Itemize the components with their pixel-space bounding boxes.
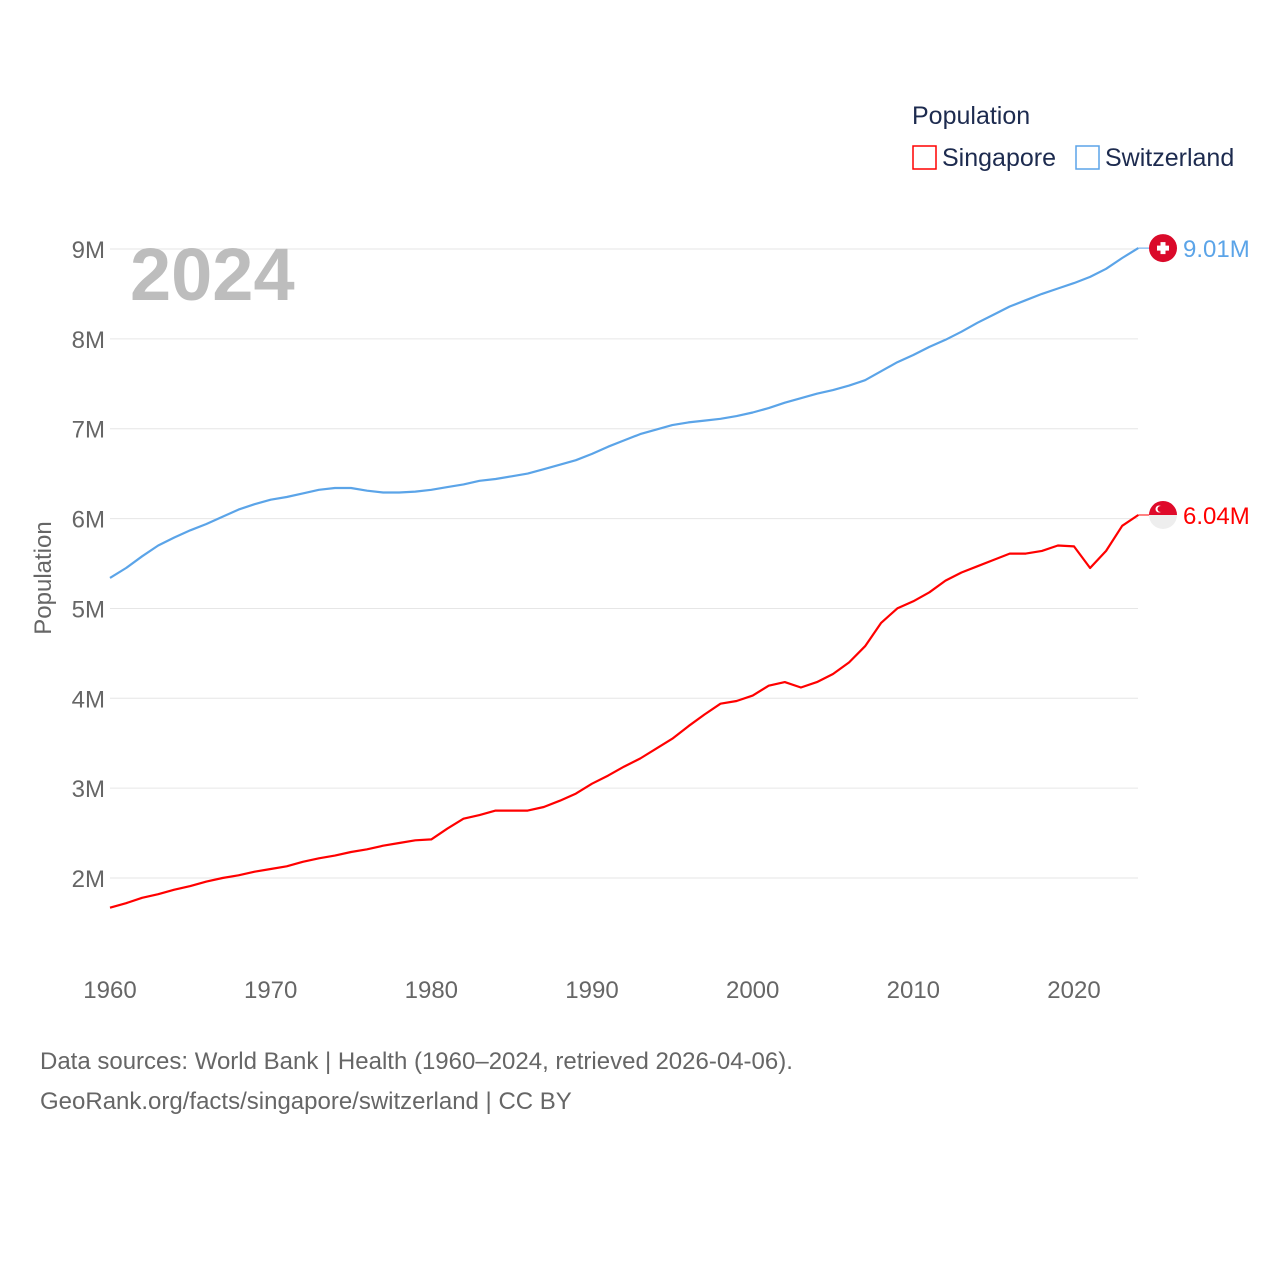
flag-cross-v [1160, 242, 1166, 255]
legend-label-switzerland: Switzerland [1105, 144, 1234, 172]
y-tick-label: 2M [72, 866, 105, 893]
line-switzerland [109, 247, 1139, 579]
x-tick-label: 1970 [244, 977, 297, 1004]
legend-title: Population [912, 102, 1030, 130]
gridlines [110, 248, 1138, 879]
x-tick-label: 1960 [83, 977, 136, 1004]
x-tick-label: 2010 [887, 977, 940, 1004]
y-tick-label: 5M [72, 596, 105, 623]
y-tick-label: 6M [72, 507, 105, 534]
y-tick-label: 3M [72, 776, 105, 803]
legend-swatch-singapore [912, 145, 937, 170]
y-tick-label: 7M [72, 417, 105, 444]
series-lines [109, 247, 1139, 909]
flag-switzerland-icon [1149, 234, 1177, 263]
y-axis-label: Population [30, 521, 57, 634]
year-watermark: 2024 [130, 233, 295, 316]
x-tick-label: 1980 [405, 977, 458, 1004]
legend-item-singapore[interactable]: Singapore [912, 144, 1056, 172]
flag-singapore-icon [1149, 500, 1178, 529]
footer-sources: Data sources: World Bank | Health (1960–… [40, 1048, 793, 1075]
flag-bottom [1149, 514, 1178, 529]
y-axis-ticks: 2M 3M 4M 5M 6M 7M 8M 9M [72, 237, 105, 893]
legend-label-singapore: Singapore [942, 144, 1056, 172]
end-value-singapore: 6.04M [1183, 503, 1250, 530]
x-tick-label: 2020 [1047, 977, 1100, 1004]
legend-swatch-switzerland [1075, 145, 1100, 170]
legend: Population Singapore Switzerland [912, 102, 1234, 172]
y-tick-label: 4M [72, 686, 105, 713]
x-tick-label: 1990 [565, 977, 618, 1004]
x-tick-label: 2000 [726, 977, 779, 1004]
x-axis-ticks: 1960 1970 1980 1990 2000 2010 2020 [83, 977, 1100, 1004]
y-tick-label: 9M [72, 237, 105, 264]
line-singapore [109, 514, 1139, 909]
y-tick-label: 8M [72, 327, 105, 354]
end-value-switzerland: 9.01M [1183, 236, 1250, 263]
footer-link[interactable]: GeoRank.org/facts/singapore/switzerland … [40, 1088, 572, 1115]
end-labels: 6.04M 9.01M [1138, 234, 1250, 530]
legend-item-switzerland[interactable]: Switzerland [1075, 144, 1234, 172]
flag-moon-cut [1157, 505, 1164, 512]
